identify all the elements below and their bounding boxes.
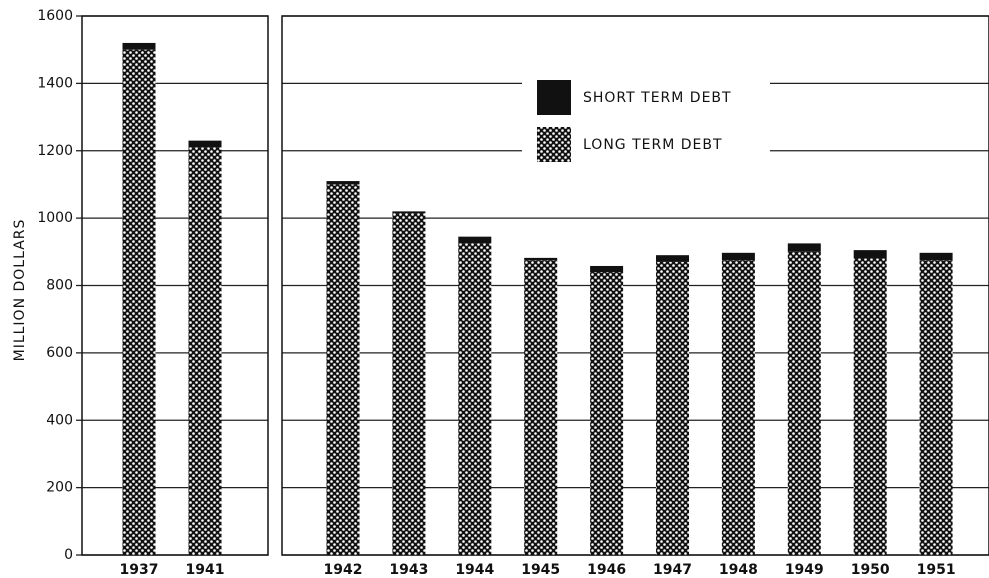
legend-swatch (537, 127, 571, 162)
x-tick-label: 1941 (186, 562, 225, 578)
bar-segment (853, 258, 887, 555)
bar-segment (853, 250, 887, 259)
x-tick-label: 1937 (120, 562, 159, 578)
x-tick-label: 1949 (785, 562, 824, 578)
legend-label: LONG TERM DEBT (583, 137, 723, 153)
bar-segment (188, 147, 222, 555)
x-tick-label: 1944 (455, 562, 494, 578)
y-tick-label: 200 (46, 480, 73, 496)
bar-segment (458, 236, 492, 244)
y-tick-label: 1400 (37, 75, 73, 91)
panel-frame (81, 15, 269, 556)
x-tick-label: 1946 (587, 562, 626, 578)
bar-segment (458, 243, 492, 555)
panel-frame (281, 15, 989, 556)
bar-segment (919, 260, 953, 555)
bar-segment (326, 181, 360, 185)
y-tick-label: 400 (46, 412, 73, 428)
x-tick-label: 1951 (917, 562, 956, 578)
bar-segment (721, 260, 755, 555)
bar-segment (392, 213, 426, 555)
x-tick-label: 1943 (389, 562, 428, 578)
bar-segment (524, 257, 558, 261)
y-tick-label: 800 (46, 278, 73, 294)
x-tick-label: 1947 (653, 562, 692, 578)
y-tick-label: 1000 (37, 210, 73, 226)
x-tick-label: 1950 (851, 562, 890, 578)
bar-segment (524, 260, 558, 555)
y-tick-label: 600 (46, 345, 73, 361)
bar-segment (787, 251, 821, 555)
bar-segment (122, 49, 156, 555)
bar-segment (122, 42, 156, 50)
x-tick-label: 1948 (719, 562, 758, 578)
bar-segment (188, 140, 222, 148)
bar-segment (392, 211, 426, 214)
y-tick-label: 0 (64, 547, 73, 563)
legend-label: SHORT TERM DEBT (583, 90, 732, 106)
bar-segment (326, 184, 360, 555)
y-axis-label: MILLION DOLLARS (12, 219, 28, 362)
bar-segment (656, 255, 689, 262)
y-tick-label: 1200 (37, 143, 73, 159)
bar-segment (590, 265, 624, 273)
bar-segment (919, 252, 953, 261)
x-tick-label: 1942 (324, 562, 363, 578)
x-tick-label: 1945 (521, 562, 560, 578)
bar-segment (787, 243, 821, 252)
bar-segment (721, 252, 755, 261)
y-tick-label: 1600 (37, 8, 73, 24)
legend-swatch (537, 80, 571, 115)
bar-segment (656, 261, 689, 555)
bar-segment (590, 272, 624, 555)
